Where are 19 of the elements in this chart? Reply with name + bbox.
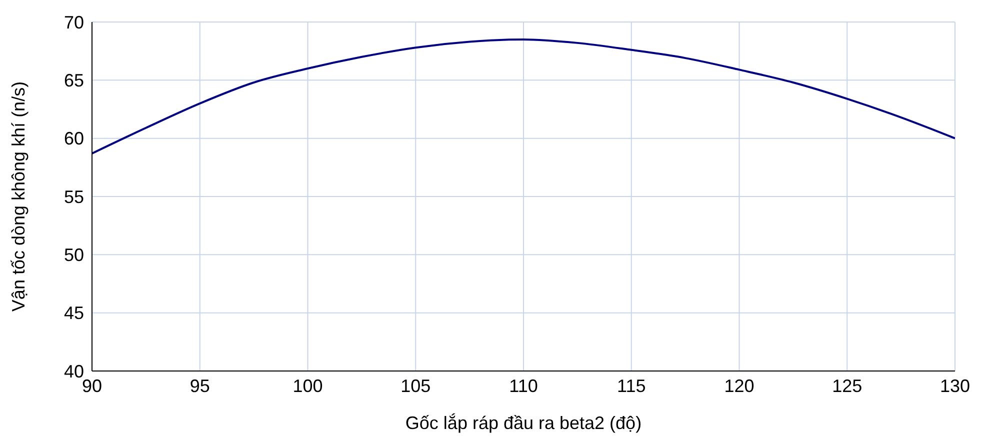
x-tick-label: 130 (940, 376, 970, 396)
x-tick-label: 105 (400, 376, 431, 396)
y-tick-label: 65 (64, 70, 84, 91)
x-tick-label: 90 (82, 376, 102, 396)
y-axis-title: Vận tốc dòng không khí (n/s) (8, 81, 28, 312)
x-tick-label: 100 (292, 376, 323, 396)
y-tick-label: 55 (64, 186, 84, 207)
x-tick-label: 110 (509, 376, 538, 396)
y-tick-label: 40 (64, 361, 84, 382)
y-tick-label: 50 (64, 245, 84, 266)
y-tick-label: 60 (64, 128, 84, 149)
y-tick-label: 45 (64, 303, 84, 324)
x-tick-label: 120 (724, 376, 754, 396)
x-axis-title: Gốc lắp ráp đầu ra beta2 (độ) (405, 413, 642, 433)
y-tick-label: 70 (64, 12, 84, 32)
x-tick-label: 125 (832, 376, 862, 396)
x-tick-label: 115 (617, 376, 646, 396)
line-series (92, 38, 955, 154)
x-tick-label: 95 (190, 376, 210, 396)
